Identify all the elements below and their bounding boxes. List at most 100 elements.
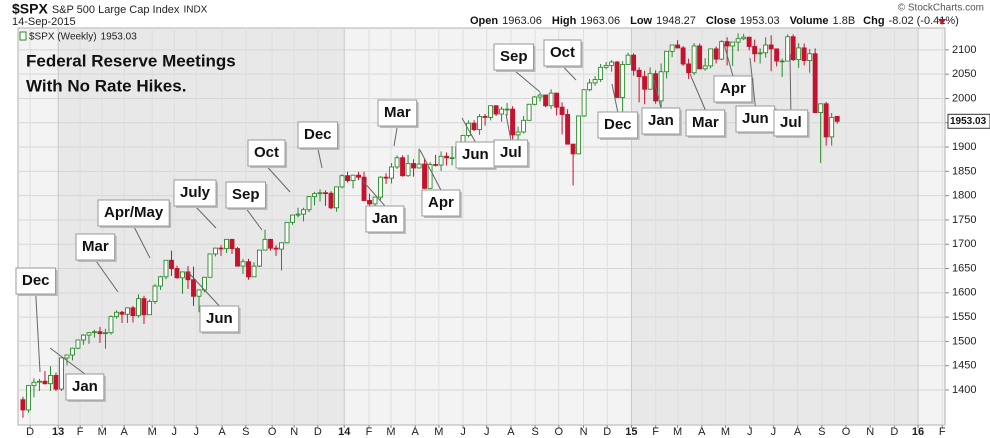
annotation: Jan [361, 179, 406, 234]
annotation: Jun [455, 117, 497, 170]
candle-body [488, 105, 494, 118]
price-tag-label: 1953.03 [950, 116, 987, 127]
candle-body [152, 285, 158, 303]
candle-body [675, 44, 681, 49]
candle-body [658, 71, 664, 102]
x-tick-label: M [148, 426, 157, 438]
annotation: Sep [225, 181, 268, 231]
candle-body [240, 261, 246, 267]
candle-body [603, 64, 609, 68]
y-tick-label: 1850 [952, 165, 976, 177]
annotation-box [377, 99, 418, 127]
annotation-box [773, 109, 809, 137]
y-tick-label: 2100 [952, 44, 976, 56]
annotation-label: Mar [692, 114, 719, 131]
candle-body [86, 332, 92, 336]
candle-body [642, 76, 648, 90]
annotation-label: Jun [206, 310, 233, 327]
x-tick-label: D [890, 426, 898, 438]
candle-body [312, 193, 317, 198]
candle-body [812, 53, 818, 114]
annotation-box [543, 39, 582, 67]
candle-body [664, 50, 670, 73]
candle-body [378, 176, 383, 198]
annotation-label: Oct [254, 144, 279, 161]
annotation-box [297, 121, 339, 149]
header-high: 1963.06 [580, 15, 620, 27]
candle-body [262, 238, 268, 251]
y-tick-label: 1500 [952, 335, 976, 347]
candle-body [790, 36, 796, 61]
candle-body [174, 268, 180, 279]
candle-body [185, 271, 191, 281]
x-tick-label: M [98, 426, 107, 438]
annotation: Dec [15, 267, 58, 373]
candle-body [730, 41, 736, 47]
candle-body [614, 61, 620, 98]
x-tick-label: M [721, 426, 730, 438]
candle-body [510, 108, 516, 136]
candle-body [191, 279, 196, 297]
candle-body [697, 45, 703, 70]
annotation-label: Sep [232, 186, 260, 203]
header-down-arrow [938, 19, 946, 25]
candle-body [295, 213, 301, 216]
x-tick-label: J [484, 426, 490, 438]
annotation-box [15, 267, 57, 295]
annotation: Mar [75, 233, 119, 293]
annotation-box [641, 107, 681, 135]
annotation-label: Dec [604, 116, 632, 133]
candle-body [543, 94, 549, 107]
annotation-pointer [361, 179, 386, 207]
header-high-label: High [552, 15, 577, 27]
candle-body [64, 354, 70, 359]
x-tick-label: N [290, 426, 298, 438]
annotations: DecJanMarApr/MayJulyJunSepOctDecJanMarAp… [15, 39, 810, 402]
x-tick-label: N [866, 426, 874, 438]
header-chg: -8.02 [889, 15, 914, 27]
y-tick-label: 1900 [952, 141, 976, 153]
annotation: Oct [543, 39, 584, 81]
candle-body [339, 175, 345, 188]
candle-body [691, 45, 697, 74]
x-tick-label: M [673, 426, 682, 438]
header-open: 1963.06 [502, 15, 542, 27]
annotation-pointer [611, 83, 619, 113]
x-tick-label: F [77, 426, 84, 438]
annotation-label: July [180, 184, 211, 201]
legend-value: 1953.03 [101, 32, 138, 43]
annotation-pointer [245, 207, 263, 231]
x-tick-label: D [314, 426, 322, 438]
candle-body [26, 385, 31, 411]
annotation: Apr/May [97, 199, 172, 259]
annotation-pointer [194, 205, 217, 229]
annotation-box [365, 205, 405, 233]
candle-body [213, 247, 218, 255]
candle-body [724, 41, 730, 47]
x-tick-label: 16 [912, 426, 924, 438]
annotation-pointer [393, 125, 398, 147]
x-tick-label: F [939, 426, 946, 438]
labels: Federal Reserve Meetings With No Rate Hik… [12, 1, 990, 129]
candle-body [229, 238, 235, 250]
candle-body [708, 48, 714, 67]
candle-body [108, 316, 114, 334]
candle-body [559, 106, 565, 115]
candle-body [273, 247, 279, 250]
annotation-pointer [653, 79, 662, 109]
annotation-label: Jul [780, 114, 802, 131]
candle-body [268, 238, 273, 249]
candle-body [554, 92, 560, 108]
candle-body [119, 311, 125, 315]
candle-body [290, 214, 295, 223]
candle-body [163, 259, 169, 278]
candle-body [389, 166, 395, 179]
candle-body [647, 73, 653, 90]
candle-body [592, 79, 598, 84]
candle-body [257, 249, 262, 267]
candle-body [301, 209, 306, 215]
annotation-box [493, 43, 535, 71]
candle-body [680, 47, 686, 65]
annotation: Jul [773, 53, 810, 138]
candle-body [532, 96, 538, 105]
